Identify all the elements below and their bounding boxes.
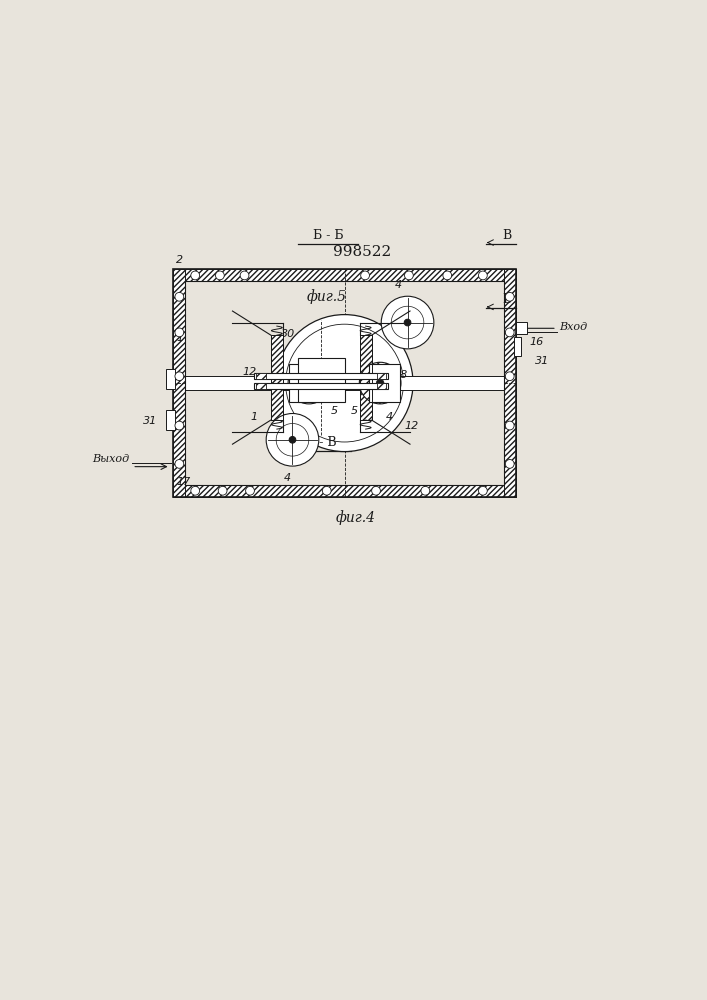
Circle shape [276, 423, 309, 456]
Circle shape [175, 372, 184, 381]
Text: 17: 17 [176, 477, 190, 487]
Circle shape [322, 486, 331, 495]
Circle shape [305, 379, 312, 387]
Text: Вход: Вход [560, 322, 588, 332]
Text: 30: 30 [281, 329, 296, 339]
Bar [185, 376, 503, 390]
Circle shape [191, 486, 199, 495]
Text: 31: 31 [535, 356, 549, 366]
Circle shape [381, 296, 434, 349]
Text: В - В: В - В [306, 436, 337, 449]
Circle shape [372, 486, 380, 495]
Text: 1: 1 [250, 412, 257, 422]
Circle shape [443, 271, 452, 280]
Circle shape [289, 437, 296, 443]
Circle shape [245, 486, 255, 495]
Text: 4: 4 [395, 280, 402, 290]
Circle shape [216, 271, 224, 280]
Circle shape [479, 486, 487, 495]
Text: В: В [502, 229, 511, 242]
Text: фиг.4: фиг.4 [336, 510, 375, 525]
Text: В: В [502, 293, 511, 306]
Circle shape [421, 486, 430, 495]
Bar [173, 269, 185, 497]
Bar [256, 383, 266, 389]
Bar [255, 373, 388, 379]
Circle shape [288, 362, 329, 404]
Circle shape [391, 306, 424, 339]
Bar [185, 281, 503, 485]
Circle shape [506, 372, 514, 381]
Circle shape [175, 421, 184, 430]
Text: 1: 1 [176, 333, 183, 343]
Bar [173, 269, 516, 497]
Circle shape [175, 292, 184, 301]
Bar [370, 364, 399, 402]
Circle shape [506, 421, 514, 430]
Text: 5: 5 [351, 406, 358, 416]
Text: 4: 4 [284, 473, 291, 483]
Circle shape [361, 271, 370, 280]
Bar [271, 335, 283, 420]
Bar [256, 373, 266, 379]
Bar [516, 322, 527, 334]
Text: 5: 5 [331, 406, 338, 416]
Bar [360, 335, 372, 420]
Circle shape [506, 292, 514, 301]
Circle shape [175, 328, 184, 337]
Text: 16: 16 [530, 337, 544, 347]
Bar [289, 364, 320, 402]
Text: фиг.5: фиг.5 [307, 289, 346, 304]
Text: Выход: Выход [93, 454, 129, 464]
Bar [377, 383, 387, 389]
Circle shape [175, 460, 184, 468]
Text: 12: 12 [405, 421, 419, 431]
Bar [166, 369, 175, 389]
Circle shape [404, 319, 411, 326]
Circle shape [404, 271, 414, 280]
Bar [513, 337, 520, 356]
Text: 12: 12 [243, 367, 257, 377]
Circle shape [286, 324, 404, 442]
Text: 4: 4 [385, 412, 392, 422]
Bar [255, 383, 388, 389]
Circle shape [218, 486, 227, 495]
Bar [360, 335, 372, 420]
Circle shape [376, 379, 384, 387]
Circle shape [359, 362, 401, 404]
Circle shape [266, 413, 319, 466]
Text: 998522: 998522 [333, 245, 392, 259]
Bar [173, 485, 516, 497]
Bar [271, 335, 283, 420]
Bar [166, 410, 175, 430]
Text: 31: 31 [143, 416, 157, 426]
Bar [503, 269, 516, 497]
Bar [377, 373, 387, 379]
Circle shape [506, 328, 514, 337]
Bar [173, 269, 516, 281]
Circle shape [191, 271, 199, 280]
Circle shape [240, 271, 249, 280]
Text: Б - Б: Б - Б [312, 229, 344, 242]
Circle shape [506, 460, 514, 468]
Circle shape [276, 315, 413, 452]
Text: 2: 2 [176, 255, 183, 265]
Circle shape [479, 271, 487, 280]
Bar [298, 358, 344, 402]
Text: 18: 18 [394, 370, 408, 380]
